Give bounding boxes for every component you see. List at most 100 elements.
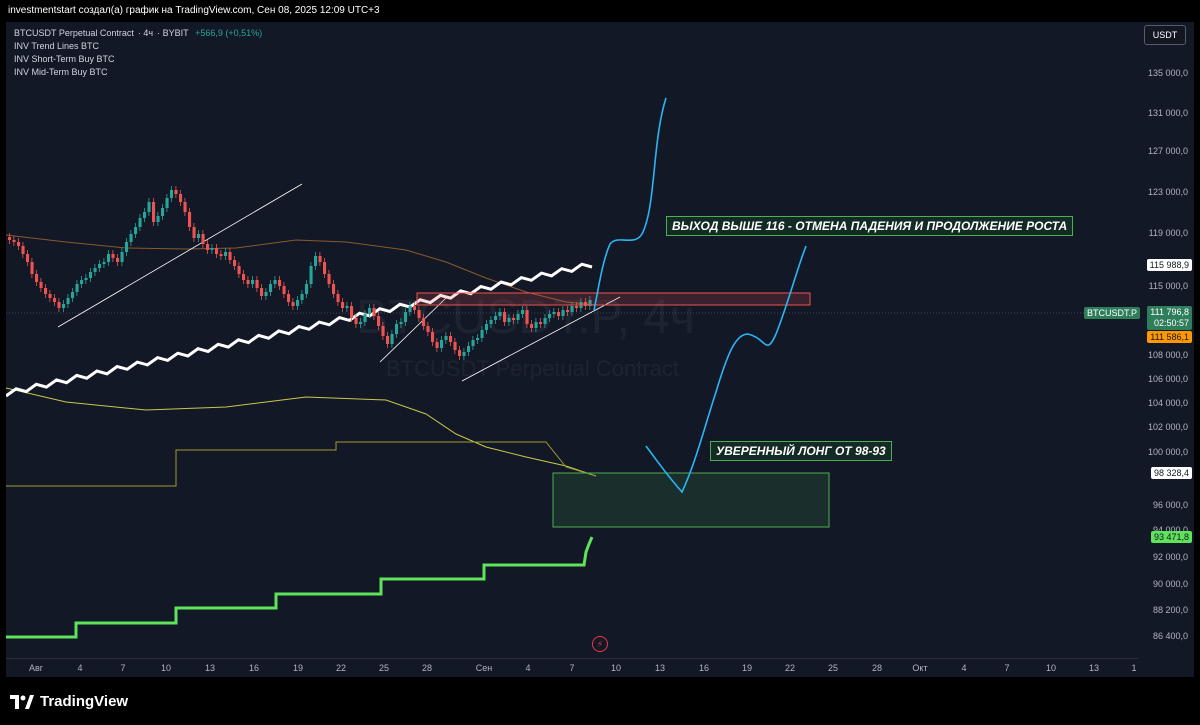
time-tick: 1 <box>1131 663 1137 673</box>
chart-area[interactable]: BTCUSDT.P, 4ч BTCUSDT Perpetual Contract <box>6 22 1194 677</box>
projection-up-path <box>593 97 667 311</box>
time-tick: Окт <box>912 663 928 673</box>
candle-body <box>66 298 70 304</box>
price-tick: 90 000,0 <box>1152 579 1188 589</box>
candle-body <box>98 264 102 268</box>
candle-body <box>485 324 489 330</box>
green-step-line <box>6 536 594 639</box>
candle-body <box>570 306 574 312</box>
candle-body <box>530 324 534 328</box>
candle-body <box>93 268 97 272</box>
currency-button[interactable]: USDT <box>1144 25 1186 45</box>
candle-body <box>170 190 174 198</box>
time-tick: 13 <box>1088 663 1100 673</box>
candle-body <box>35 274 39 282</box>
footer: TradingView <box>0 677 1200 725</box>
last-price-badge: 111 796,8 02:50:57 <box>1147 306 1192 330</box>
candle-body <box>399 322 403 324</box>
price-tick: 102 000,0 <box>1147 422 1188 432</box>
legend-symbol[interactable]: BTCUSDT Perpetual Contract <box>14 28 134 38</box>
candle-body <box>273 280 277 284</box>
price-tick: 88 200,0 <box>1152 605 1188 615</box>
candle-body <box>323 262 327 274</box>
candle-body <box>89 272 93 278</box>
candle-body <box>413 306 417 310</box>
breakout-annotation[interactable]: ВЫХОД ВЫШЕ 116 - ОТМЕНА ПАДЕНИЯ И ПРОДОЛ… <box>666 216 1074 236</box>
candle-body <box>228 252 232 260</box>
candle-body <box>584 302 588 306</box>
symbol-tag-badge: BTCUSDT.P <box>1083 307 1140 319</box>
time-axis[interactable]: Авг 4 7 10 13 16 19 22 25 28 Сен 4 7 10 13 16 19 22 25 28 Ок… <box>6 658 1138 677</box>
candle-body <box>498 312 502 316</box>
time-tick: 22 <box>784 663 796 673</box>
candle-body <box>381 326 385 336</box>
price-axis[interactable]: 135 000,0 131 000,0 127 000,0 123 000,0 … <box>1083 22 1194 658</box>
candle-body <box>201 234 205 244</box>
candle-body <box>57 302 61 308</box>
price-tick: 94 000,0 <box>1152 525 1188 535</box>
time-tick: 28 <box>421 663 433 673</box>
candle-body <box>377 316 381 326</box>
olive-step-line <box>6 441 597 487</box>
candle-body <box>363 314 367 322</box>
candle-body <box>435 342 439 348</box>
price-tick: 115 000,0 <box>1148 281 1188 291</box>
legend-exchange: BYBIT <box>162 28 189 38</box>
tradingview-logo[interactable]: TradingView <box>10 693 128 710</box>
yellow-level-badge: 98 328,4 <box>1150 467 1192 479</box>
time-tick: 19 <box>292 663 304 673</box>
candle-body <box>84 278 88 280</box>
candle-body <box>125 242 129 252</box>
time-tick: 4 <box>961 663 967 673</box>
candle-body <box>116 258 120 262</box>
candle-body <box>152 202 156 222</box>
indicator-trend-lines[interactable]: INV Trend Lines BTC <box>14 41 100 51</box>
price-tick: 135 000,0 <box>1147 68 1188 78</box>
candle-body <box>426 326 430 332</box>
yellow-band-line <box>6 387 597 477</box>
candle-body <box>449 336 453 342</box>
long-zone-box <box>552 472 830 528</box>
candle-body <box>309 266 313 284</box>
candle-body <box>372 308 376 316</box>
candle-body <box>368 308 372 314</box>
candle-body <box>264 292 268 296</box>
candle-body <box>71 292 75 298</box>
candle-body <box>21 246 25 254</box>
candle-body <box>120 252 124 262</box>
candle-body <box>507 318 511 322</box>
price-chart[interactable] <box>6 22 1138 658</box>
indicator-mid-term[interactable]: INV Mid-Term Buy BTC <box>14 67 108 77</box>
legend-interval[interactable]: 4ч <box>143 28 154 38</box>
candle-body <box>467 346 471 352</box>
candle-body <box>332 284 336 294</box>
candle-body <box>237 266 241 274</box>
candle-body <box>431 332 435 342</box>
time-tick: 4 <box>77 663 83 673</box>
candle-body <box>129 234 133 242</box>
time-tick: 13 <box>204 663 216 673</box>
candle-body <box>539 322 543 324</box>
candle-body <box>161 208 165 216</box>
candle-body <box>192 227 196 238</box>
candle-body <box>336 294 340 302</box>
price-tick: 104 000,0 <box>1147 398 1188 408</box>
price-tick: 127 000,0 <box>1147 146 1188 156</box>
candle-body <box>30 262 34 274</box>
indicator-short-term[interactable]: INV Short-Term Buy BTC <box>14 54 115 64</box>
projection-down-path <box>645 245 807 494</box>
candle-body <box>575 306 579 308</box>
price-tick: 131 000,0 <box>1147 108 1188 118</box>
symbol-watermark: BTCUSDT.P, 4ч <box>356 291 695 344</box>
lightning-icon[interactable]: ⚡ <box>592 636 608 652</box>
time-tick: 4 <box>525 663 531 673</box>
candle-body <box>282 286 286 294</box>
candle-body <box>359 322 363 324</box>
candle-body <box>386 336 390 344</box>
legend-change: +566,9 (+0,51%) <box>195 28 263 38</box>
long-zone-annotation[interactable]: УВЕРЕННЫЙ ЛОНГ ОТ 98-93 <box>710 441 892 461</box>
candle-body <box>147 202 151 212</box>
countdown-timer: 02:50:57 <box>1153 318 1189 328</box>
candle-body <box>512 318 516 320</box>
time-tick: 7 <box>1004 663 1010 673</box>
